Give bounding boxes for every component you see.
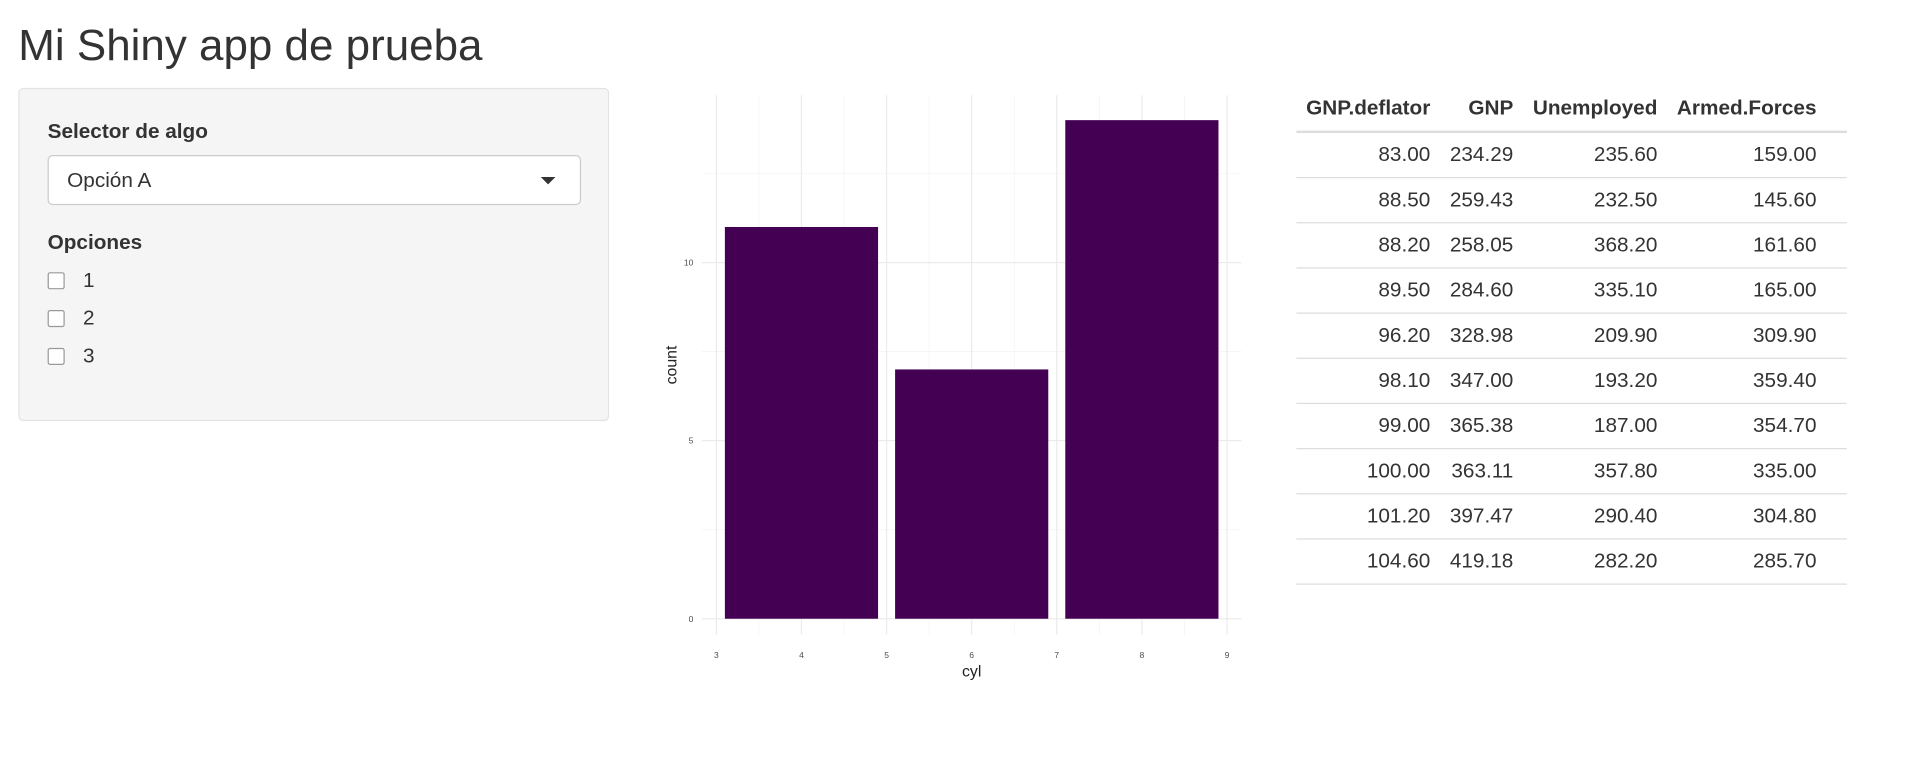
column-header: GNP.deflator [1296, 85, 1441, 134]
table-cell: 100.00 [1296, 448, 1441, 495]
checkbox-label: 2 [83, 306, 95, 330]
table-row: 98.10 347.00 193.20 359.40 [1296, 358, 1848, 405]
x-tick-label: 5 [884, 650, 889, 660]
table-cell: 285.70 [1667, 538, 1848, 585]
table-cell: 328.98 [1440, 313, 1524, 359]
table-row: 88.50 259.43 232.50 145.60 [1296, 177, 1848, 224]
table-cell: 161.60 [1667, 222, 1848, 269]
table-row: 99.00 365.38 187.00 354.70 [1296, 403, 1848, 450]
table-row: 88.20 258.05 368.20 161.60 [1296, 222, 1848, 269]
checkbox[interactable]: 3 [47, 344, 95, 368]
checkbox-label: 1 [83, 268, 95, 292]
table-cell: 98.10 [1296, 358, 1441, 405]
table-cell: 209.90 [1523, 313, 1668, 359]
checkbox[interactable]: 2 [47, 306, 95, 330]
table-cell: 397.47 [1440, 493, 1524, 540]
table-cell: 96.20 [1296, 313, 1441, 359]
table-cell: 357.80 [1523, 448, 1668, 495]
table-cell: 159.00 [1667, 131, 1848, 179]
checkbox-box[interactable] [47, 272, 65, 290]
checkbox[interactable]: 1 [47, 268, 95, 293]
table-cell: 89.50 [1296, 267, 1441, 314]
x-tick-label: 6 [969, 650, 974, 660]
header-row: GNP.deflator GNP Unemployed Armed.Forces [1296, 85, 1848, 134]
table-cell: 104.60 [1296, 538, 1441, 585]
y-tick-label: 10 [684, 258, 694, 268]
table-row: 100.00 363.11 357.80 335.00 [1296, 448, 1848, 495]
select-label: Selector de algo [47, 119, 208, 143]
app-title: Mi Shiny app de prueba [18, 19, 483, 70]
x-tick-label: 8 [1140, 650, 1145, 660]
table-cell: 145.60 [1667, 177, 1848, 224]
table-cell: 282.20 [1523, 538, 1668, 585]
table-cell: 363.11 [1440, 448, 1524, 495]
select-value: Opción A [67, 168, 152, 192]
table-cell: 88.20 [1296, 222, 1441, 269]
table-cell: 101.20 [1296, 493, 1441, 540]
table-cell: 359.40 [1667, 358, 1848, 405]
bar [724, 226, 879, 619]
data-table: GNP.deflator GNP Unemployed Armed.Forces 83.… [1296, 85, 1848, 585]
table-cell: 83.00 [1296, 131, 1441, 179]
table-row: 89.50 284.60 335.10 165.00 [1296, 267, 1848, 314]
table-cell: 290.40 [1523, 493, 1668, 540]
table-cell: 88.50 [1296, 177, 1441, 224]
y-tick-label: 5 [689, 436, 694, 446]
table-cell: 187.00 [1523, 403, 1668, 450]
x-tick-label: 7 [1054, 650, 1059, 660]
table-cell: 258.05 [1440, 222, 1524, 269]
table-cell: 335.00 [1667, 448, 1848, 495]
table-cell: 335.10 [1523, 267, 1668, 314]
x-tick-label: 4 [799, 650, 804, 660]
table-cell: 234.29 [1440, 131, 1524, 179]
x-axis-title: cyl [962, 663, 981, 680]
table-row: 83.00 234.29 235.60 159.00 [1296, 131, 1848, 179]
select-input[interactable]: Opción A [47, 155, 582, 206]
table-cell: 259.43 [1440, 177, 1524, 224]
table-cell: 419.18 [1440, 538, 1524, 585]
column-header: Unemployed [1523, 85, 1668, 134]
checkbox-box[interactable] [47, 347, 65, 365]
table-row: 101.20 397.47 290.40 304.80 [1296, 493, 1848, 540]
table-cell: 354.70 [1667, 403, 1848, 450]
checkbox-box[interactable] [47, 310, 65, 328]
table-cell: 165.00 [1667, 267, 1848, 314]
table-row: 104.60 419.18 282.20 285.70 [1296, 538, 1848, 585]
table-cell: 193.20 [1523, 358, 1668, 405]
table-cell: 284.60 [1440, 267, 1524, 314]
table-cell: 99.00 [1296, 403, 1441, 450]
x-tick-label: 9 [1225, 650, 1230, 660]
table-row: 96.20 328.98 209.90 309.90 [1296, 313, 1848, 359]
x-tick-label: 3 [714, 650, 719, 660]
table-body: 83.00 234.29 235.60 159.00 88.50 259.43 232.50… [1296, 131, 1848, 585]
table-cell: 368.20 [1523, 222, 1668, 269]
table-cell: 309.90 [1667, 313, 1848, 359]
checkbox-label: 3 [83, 344, 95, 368]
column-header: Armed.Forces [1667, 85, 1848, 134]
bar [895, 369, 1049, 619]
table-cell: 304.80 [1667, 493, 1848, 540]
table-cell: 365.38 [1440, 403, 1524, 450]
checkbox-group-label: Opciones [47, 230, 143, 254]
bar [1065, 120, 1219, 619]
caret [540, 177, 556, 185]
table-cell: 347.00 [1440, 358, 1524, 405]
table-cell: 235.60 [1523, 131, 1668, 179]
y-tick-label: 0 [689, 614, 694, 624]
y-axis-title: count [663, 345, 680, 384]
column-header: GNP [1440, 85, 1524, 134]
sidebar: Selector de algo Opción A Opciones 1 2 3 [18, 87, 610, 422]
table-cell: 232.50 [1523, 177, 1668, 224]
